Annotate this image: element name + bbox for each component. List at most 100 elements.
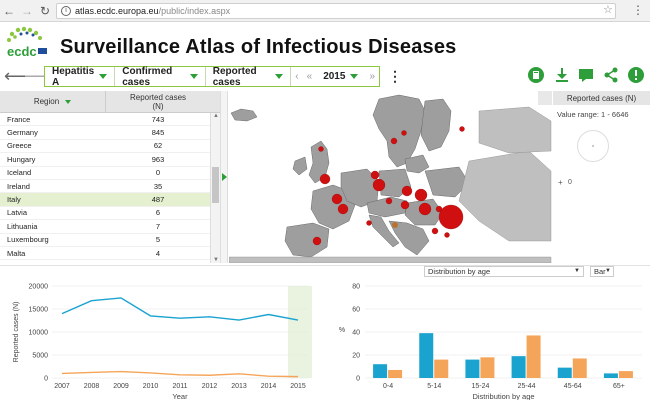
cell-value: 963	[151, 154, 165, 164]
x-tick-label: 2010	[143, 383, 159, 390]
forward-arrow-icon[interactable]: ⟶	[24, 66, 50, 86]
cell-region: Ireland	[7, 181, 30, 191]
line-chart: 0 5000 10000 15000 20000 2007 2008 2009 2010 2011…	[13, 284, 312, 400]
year-dropdown[interactable]: 2015	[316, 67, 365, 86]
table-row[interactable]: France 743	[0, 113, 220, 127]
indicator-dropdown[interactable]: Confirmed cases	[115, 66, 206, 88]
europe-map[interactable]	[229, 91, 552, 263]
scroll-down-icon[interactable]: ▼	[213, 257, 219, 263]
x-tick-label: 15-24	[471, 383, 489, 390]
cell-value: 0	[155, 168, 161, 178]
site-info-icon[interactable]: i	[61, 6, 71, 16]
cell-value: 845	[151, 128, 165, 138]
y-tick-label: 80	[352, 284, 360, 291]
more-options-icon[interactable]: ⋮	[388, 68, 402, 84]
map-region-finland	[420, 98, 452, 152]
download-icon[interactable]	[554, 67, 570, 83]
y-axis-label: %	[339, 327, 345, 334]
table-row[interactable]: Luxembourg 5	[0, 234, 220, 247]
scroll-thumb[interactable]	[212, 167, 219, 203]
bar-chart: 0 20 40 60 80 0-4 5-14 15-24 25-44 45-64 65+% Distr…	[339, 284, 642, 400]
map-region-non-eu	[458, 150, 552, 242]
share-icon[interactable]	[603, 67, 619, 83]
logo-text: ecdc	[7, 44, 37, 59]
table-row[interactable]: Malta 4	[0, 247, 220, 261]
url-host: atlas.ecdc.europa.eu	[75, 6, 159, 16]
y-tick-label: 20	[352, 353, 360, 360]
table-row[interactable]: Italy 487	[0, 193, 220, 207]
table-row[interactable]: Greece 62	[0, 140, 220, 154]
cell-region: Germany	[7, 128, 38, 138]
region-column-header[interactable]: Region	[0, 91, 106, 112]
bar-0-4-0	[373, 364, 388, 378]
map-corner	[538, 91, 552, 105]
cell-region: Latvia	[7, 208, 28, 218]
cell-value: 487	[151, 195, 165, 205]
expand-right-icon[interactable]	[222, 173, 227, 181]
browser-forward-icon[interactable]: →	[21, 3, 33, 18]
cell-value: 62	[153, 141, 163, 151]
browser-reload-icon[interactable]: ↻	[39, 3, 51, 18]
disease-dropdown[interactable]: Hepatitis A	[45, 66, 116, 88]
section-divider	[0, 265, 650, 266]
cell-region: Lithuania	[7, 221, 38, 231]
panel-splitter[interactable]	[220, 91, 228, 263]
x-tick-label: 25-44	[518, 383, 536, 390]
x-tick-label: 2011	[172, 383, 187, 390]
cell-region: Italy	[7, 195, 21, 205]
x-tick-label: 2009	[113, 383, 129, 390]
x-tick-label: 2007	[54, 383, 70, 390]
cases-column-header[interactable]: Reported cases (N)	[129, 92, 187, 111]
browser-menu-icon[interactable]: ⋮	[632, 3, 644, 17]
distribution-select[interactable]: Distribution by age ▼	[424, 266, 584, 277]
table-row[interactable]: Hungary 963	[0, 153, 220, 167]
table-row[interactable]: Iceland 0	[0, 167, 220, 180]
legend-plus: +	[558, 178, 563, 187]
cell-region: France	[7, 114, 31, 124]
map-region-france	[310, 184, 356, 230]
y-tick-label: 20000	[29, 284, 49, 291]
bar-45-64-1	[572, 358, 587, 378]
bar-15-24-1	[480, 357, 495, 378]
scroll-up-icon[interactable]: ▲	[213, 113, 219, 119]
address-bar[interactable]: i atlas.ecdc.europa.eu/public/index.aspx	[56, 3, 616, 19]
chevron-down-icon	[189, 74, 198, 79]
cell-value: 7	[155, 221, 161, 231]
cell-region: Greece	[7, 141, 32, 151]
previous-year-icon[interactable]: «	[306, 71, 313, 82]
ecdc-logo[interactable]: ecdc	[4, 26, 48, 64]
map-region-north-africa	[229, 256, 552, 263]
y-tick-label: 40	[352, 330, 360, 337]
first-year-icon[interactable]: ‹	[295, 71, 299, 82]
map-region-baltics	[404, 154, 430, 174]
measure-dropdown[interactable]: Reported cases	[206, 66, 292, 88]
table-row[interactable]: Ireland 35	[0, 180, 220, 194]
y-tick-label: 60	[352, 307, 360, 314]
table-scrollbar[interactable]: ▲ ▼	[210, 113, 220, 263]
bar-45-64-0	[557, 367, 572, 378]
x-tick-label: 5-14	[427, 383, 441, 390]
y-tick-label: 15000	[29, 307, 49, 314]
bookmark-star-icon[interactable]: ☆	[603, 4, 613, 16]
cell-value: 35	[153, 181, 163, 191]
browser-back-icon[interactable]: ←	[3, 3, 15, 18]
table-row[interactable]: Lithuania 7	[0, 220, 220, 234]
table-row[interactable]: Latvia 6	[0, 207, 220, 221]
book-icon[interactable]	[528, 67, 544, 83]
back-arrow-icon[interactable]: ⟵	[4, 66, 30, 86]
series-line-1	[61, 370, 299, 378]
cell-value: 6	[155, 208, 161, 218]
chevron-down-icon	[99, 74, 108, 79]
next-year-icon[interactable]: »	[369, 71, 375, 82]
map-region-austria-hungary	[366, 196, 408, 218]
table-row[interactable]: Germany 845	[0, 126, 220, 140]
chevron-down-icon	[350, 74, 359, 79]
y-tick-label: 0	[44, 376, 48, 383]
comment-icon[interactable]	[578, 67, 594, 83]
bar-5-14-1	[434, 359, 449, 378]
map-region-iberia	[284, 222, 330, 258]
chart-type-select[interactable]: Bar ▼	[590, 266, 614, 277]
filter-bar: Hepatitis A Confirmed cases Reported cas…	[44, 66, 380, 88]
map-region-italy	[368, 214, 400, 248]
info-icon[interactable]	[628, 67, 644, 83]
